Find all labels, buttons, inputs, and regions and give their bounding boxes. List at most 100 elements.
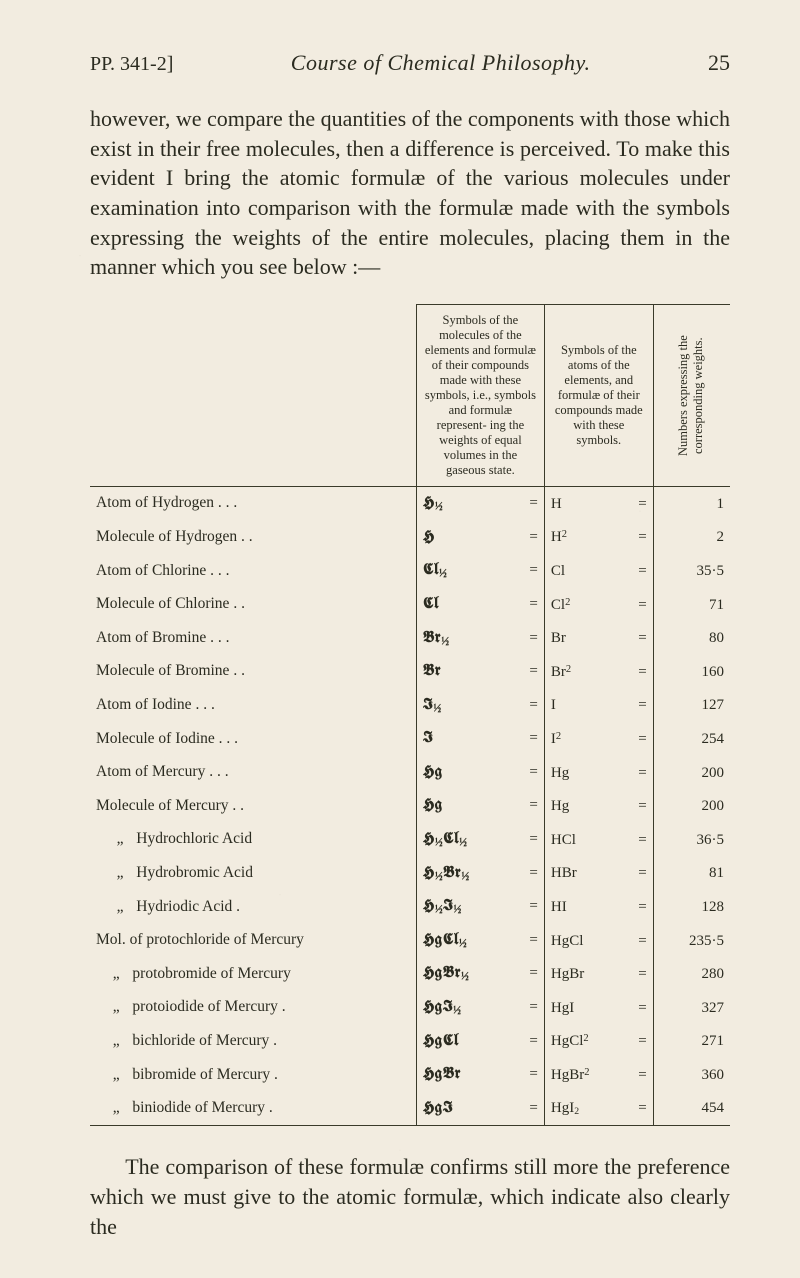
row-molecule-symbol: 𝕳g𝕭r½= — [416, 957, 544, 991]
table-body: Atom of Hydrogen . . .𝕳½=H=1Molecule of … — [90, 487, 730, 1126]
table-row: Molecule of Bromine . .𝕭r=Br2=160 — [90, 655, 730, 689]
row-atom-symbol: HgBr2= — [544, 1058, 653, 1092]
row-molecule-symbol: 𝕳= — [416, 521, 544, 555]
row-description: Molecule of Hydrogen . . — [90, 521, 416, 555]
table-row: Atom of Mercury . . .𝕳g=Hg=200 — [90, 756, 730, 790]
row-weight: 81 — [653, 857, 730, 891]
row-atom-symbol: HCl= — [544, 823, 653, 857]
table-row: „ bichloride of Mercury .𝕳g𝕮l=HgCl2=271 — [90, 1025, 730, 1059]
page-number: 25 — [708, 48, 730, 78]
row-molecule-symbol: 𝕭r½= — [416, 622, 544, 656]
row-weight: 128 — [653, 890, 730, 924]
row-weight: 2 — [653, 521, 730, 555]
table-row: „ Hydrobromic Acid𝕳½𝕭r½=HBr=81 — [90, 857, 730, 891]
row-description: Atom of Iodine . . . — [90, 689, 416, 723]
row-description: Molecule of Mercury . . — [90, 789, 416, 823]
row-atom-symbol: I2= — [544, 722, 653, 756]
row-molecule-symbol: 𝕳g𝕴= — [416, 1092, 544, 1126]
row-atom-symbol: Br= — [544, 622, 653, 656]
row-molecule-symbol: 𝕳½𝕭r½= — [416, 857, 544, 891]
row-weight: 254 — [653, 722, 730, 756]
row-atom-symbol: Cl= — [544, 554, 653, 588]
row-weight: 80 — [653, 622, 730, 656]
row-description: Atom of Hydrogen . . . — [90, 487, 416, 521]
header-blank — [90, 305, 416, 487]
intro-paragraph: however, we compare the quantities of th… — [90, 104, 730, 282]
row-atom-symbol: Br2= — [544, 655, 653, 689]
running-left: PP. 341-2] — [90, 51, 173, 78]
row-atom-symbol: HBr= — [544, 857, 653, 891]
row-description: „ bichloride of Mercury . — [90, 1025, 416, 1059]
table-row: „ Hydrochloric Acid𝕳½𝕮l½=HCl=36·5 — [90, 823, 730, 857]
row-weight: 200 — [653, 789, 730, 823]
row-description: Molecule of Iodine . . . — [90, 722, 416, 756]
row-weight: 35·5 — [653, 554, 730, 588]
row-molecule-symbol: 𝕳g= — [416, 789, 544, 823]
row-atom-symbol: H2= — [544, 521, 653, 555]
table-row: Molecule of Iodine . . .𝕴=I2=254 — [90, 722, 730, 756]
running-title: Course of Chemical Philosophy. — [173, 48, 708, 78]
table-row: Atom of Hydrogen . . .𝕳½=H=1 — [90, 487, 730, 521]
row-description: Atom of Mercury . . . — [90, 756, 416, 790]
running-head: PP. 341-2] Course of Chemical Philosophy… — [90, 48, 730, 78]
row-weight: 200 — [653, 756, 730, 790]
table-header-row: Symbols of the molecules of the elements… — [90, 305, 730, 487]
row-molecule-symbol: 𝕳½𝕴½= — [416, 890, 544, 924]
header-weights: Numbers expressing the corresponding wei… — [653, 305, 730, 487]
row-atom-symbol: I= — [544, 689, 653, 723]
row-atom-symbol: Cl2= — [544, 588, 653, 622]
row-atom-symbol: Hg= — [544, 756, 653, 790]
row-molecule-symbol: 𝕳g𝕴½= — [416, 991, 544, 1025]
table-row: „ protoiodide of Mercury .𝕳g𝕴½=HgI=327 — [90, 991, 730, 1025]
table-row: Molecule of Hydrogen . .𝕳=H2=2 — [90, 521, 730, 555]
row-molecule-symbol: 𝕭r= — [416, 655, 544, 689]
row-description: „ Hydrobromic Acid — [90, 857, 416, 891]
table-row: „ protobromide of Mercury𝕳g𝕭r½=HgBr=280 — [90, 957, 730, 991]
table-row: Atom of Chlorine . . .𝕮l½=Cl=35·5 — [90, 554, 730, 588]
table-row: „ biniodide of Mercury .𝕳g𝕴=HgI2=454 — [90, 1092, 730, 1126]
header-symbols-atoms: Symbols of the atoms of the elements, an… — [544, 305, 653, 487]
row-molecule-symbol: 𝕳g= — [416, 756, 544, 790]
row-molecule-symbol: 𝕳g𝕮l= — [416, 1025, 544, 1059]
row-molecule-symbol: 𝕳g𝕭r= — [416, 1058, 544, 1092]
row-description: Molecule of Chlorine . . — [90, 588, 416, 622]
row-atom-symbol: HgCl2= — [544, 1025, 653, 1059]
row-description: „ protoiodide of Mercury . — [90, 991, 416, 1025]
comparison-table: Symbols of the molecules of the elements… — [90, 304, 730, 1126]
row-atom-symbol: HgI2= — [544, 1092, 653, 1126]
row-weight: 1 — [653, 487, 730, 521]
row-atom-symbol: HI= — [544, 890, 653, 924]
table-row: Molecule of Chlorine . .𝕮l=Cl2=71 — [90, 588, 730, 622]
row-molecule-symbol: 𝕳½= — [416, 487, 544, 521]
row-description: „ protobromide of Mercury — [90, 957, 416, 991]
row-description: „ bibromide of Mercury . — [90, 1058, 416, 1092]
row-molecule-symbol: 𝕳g𝕮l½= — [416, 924, 544, 958]
row-weight: 160 — [653, 655, 730, 689]
row-weight: 327 — [653, 991, 730, 1025]
page: PP. 341-2] Course of Chemical Philosophy… — [0, 0, 800, 1278]
row-description: Mol. of protochloride of Mercury — [90, 924, 416, 958]
closing-paragraph: The comparison of these formulæ confirms… — [90, 1152, 730, 1241]
row-weight: 71 — [653, 588, 730, 622]
row-weight: 271 — [653, 1025, 730, 1059]
row-atom-symbol: HgCl= — [544, 924, 653, 958]
row-description: „ Hydriodic Acid . — [90, 890, 416, 924]
row-weight: 360 — [653, 1058, 730, 1092]
header-symbols-molecules: Symbols of the molecules of the elements… — [416, 305, 544, 487]
row-atom-symbol: HgBr= — [544, 957, 653, 991]
row-description: Atom of Bromine . . . — [90, 622, 416, 656]
row-molecule-symbol: 𝕮l= — [416, 588, 544, 622]
row-atom-symbol: Hg= — [544, 789, 653, 823]
row-molecule-symbol: 𝕴= — [416, 722, 544, 756]
row-weight: 36·5 — [653, 823, 730, 857]
table-row: „ Hydriodic Acid .𝕳½𝕴½=HI=128 — [90, 890, 730, 924]
row-description: „ biniodide of Mercury . — [90, 1092, 416, 1126]
row-weight: 280 — [653, 957, 730, 991]
row-molecule-symbol: 𝕳½𝕮l½= — [416, 823, 544, 857]
table-row: „ bibromide of Mercury .𝕳g𝕭r=HgBr2=360 — [90, 1058, 730, 1092]
table-row: Atom of Iodine . . .𝕴½=I=127 — [90, 689, 730, 723]
table-row: Molecule of Mercury . .𝕳g=Hg=200 — [90, 789, 730, 823]
row-molecule-symbol: 𝕴½= — [416, 689, 544, 723]
row-atom-symbol: H= — [544, 487, 653, 521]
row-weight: 454 — [653, 1092, 730, 1126]
